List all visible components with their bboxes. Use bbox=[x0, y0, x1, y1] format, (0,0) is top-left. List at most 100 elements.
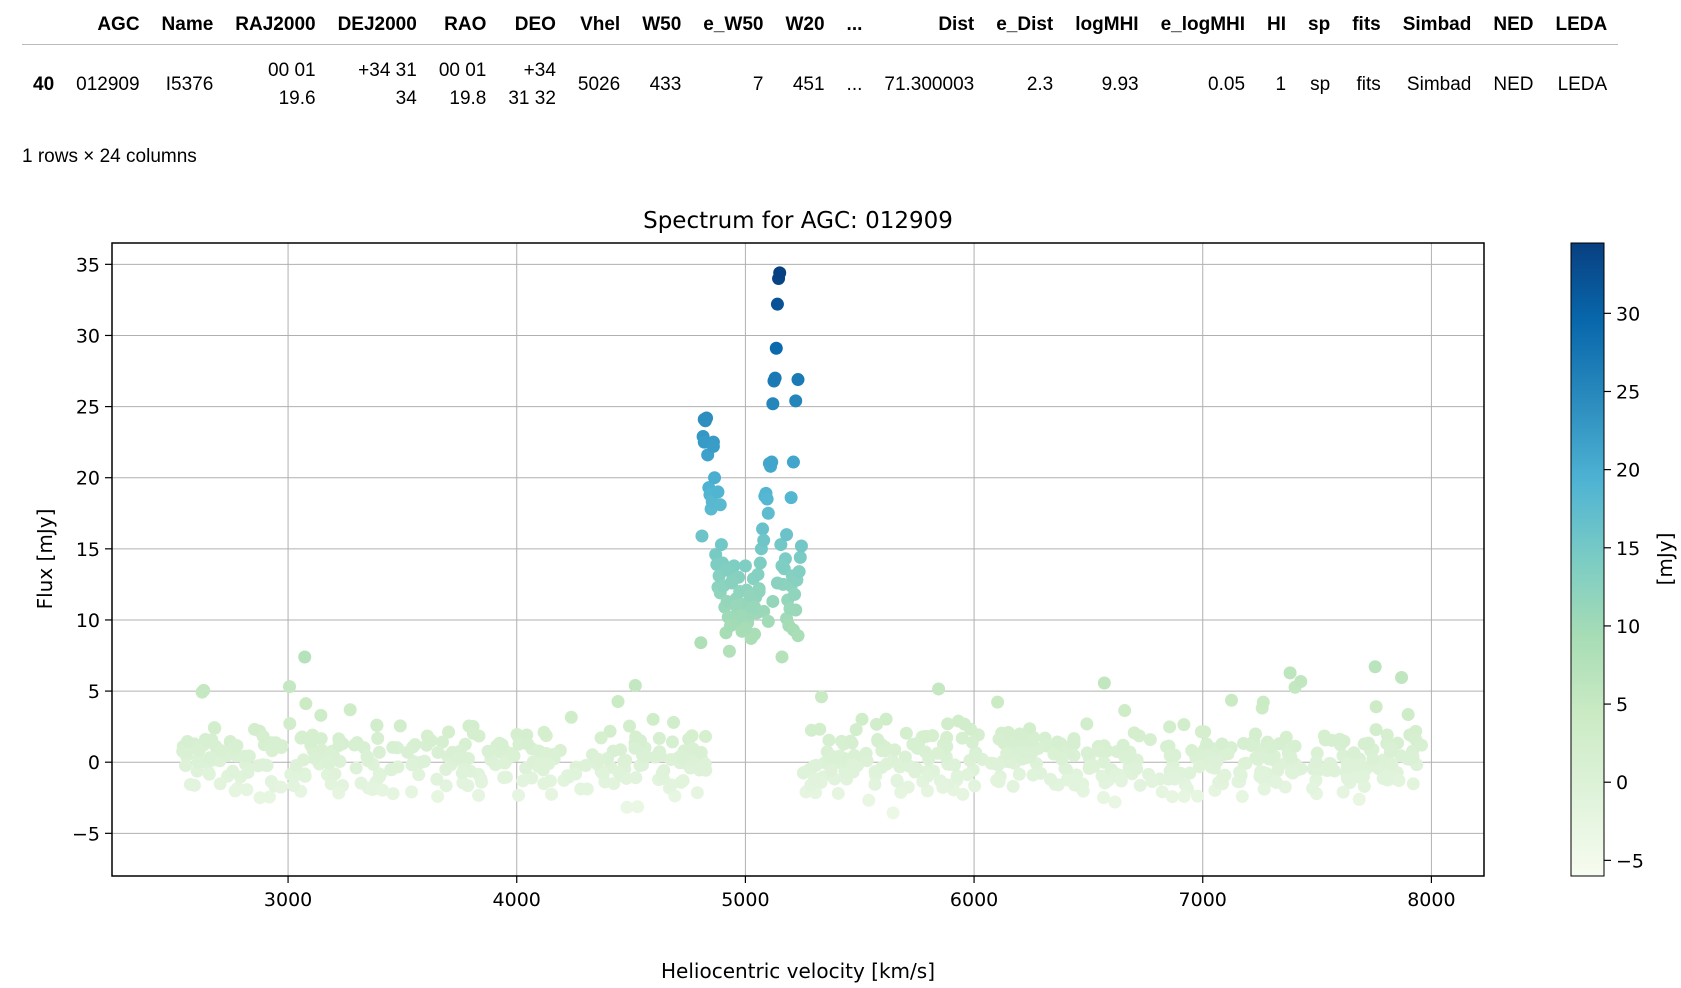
data-point bbox=[711, 485, 725, 499]
data-point bbox=[753, 556, 767, 570]
data-point bbox=[1092, 744, 1106, 758]
column-header: NED bbox=[1493, 14, 1534, 35]
dataframe-output: AGC Name RAJ2000 DEJ2000 RAO DEO Vhel W50 e_W50 W… bbox=[22, 6, 1662, 125]
data-point bbox=[775, 650, 789, 664]
data-point bbox=[940, 740, 954, 754]
y-tick-label: 15 bbox=[76, 539, 100, 561]
data-point bbox=[875, 744, 889, 758]
data-point bbox=[466, 726, 480, 740]
cell-text: LEDA bbox=[1557, 74, 1608, 95]
data-point bbox=[899, 726, 913, 740]
data-point bbox=[328, 767, 342, 781]
data-point bbox=[1265, 739, 1279, 753]
column-header: e_Dist bbox=[996, 14, 1054, 35]
data-point bbox=[393, 719, 407, 733]
data-point bbox=[685, 753, 699, 767]
data-point bbox=[761, 506, 775, 520]
data-point bbox=[442, 725, 456, 739]
data-point bbox=[757, 533, 771, 547]
table-cell: 00 01 19.8 bbox=[428, 45, 498, 126]
data-point bbox=[1163, 749, 1177, 763]
column-header: Vhel bbox=[580, 14, 621, 35]
column-header: Simbad bbox=[1402, 14, 1472, 35]
data-point bbox=[725, 575, 739, 589]
data-point bbox=[774, 538, 788, 552]
table-cell: fits bbox=[1341, 45, 1392, 126]
data-point bbox=[791, 373, 805, 387]
data-point bbox=[1283, 666, 1297, 680]
cell-text: 19.6 bbox=[278, 88, 316, 109]
data-point bbox=[898, 750, 912, 764]
x-tick-label: 5000 bbox=[721, 889, 769, 911]
column-header: LEDA bbox=[1555, 14, 1608, 35]
colorbar bbox=[1570, 242, 1605, 877]
data-point bbox=[545, 787, 559, 801]
data-point bbox=[569, 767, 583, 781]
data-point bbox=[855, 712, 869, 726]
data-point bbox=[294, 731, 308, 745]
data-point bbox=[207, 721, 221, 735]
colorbar-label: [mJy] bbox=[1653, 533, 1677, 586]
data-point bbox=[992, 732, 1006, 746]
data-point bbox=[322, 756, 336, 770]
y-tick-label: 5 bbox=[88, 681, 100, 703]
cell-text: 2.3 bbox=[1026, 74, 1054, 95]
colorbar-tick-label: 10 bbox=[1616, 616, 1640, 638]
column-header: W20 bbox=[785, 14, 825, 35]
data-point bbox=[1018, 745, 1032, 759]
data-point bbox=[332, 739, 346, 753]
cell-text: 19.8 bbox=[449, 88, 487, 109]
data-point bbox=[1406, 777, 1420, 791]
data-point bbox=[797, 765, 811, 779]
table-cell: +34 31 32 bbox=[497, 45, 567, 126]
data-point bbox=[849, 723, 863, 737]
data-point bbox=[1317, 729, 1331, 743]
table-cell: 71.300003 bbox=[873, 45, 985, 126]
data-point bbox=[439, 779, 453, 793]
data-point bbox=[668, 789, 682, 803]
data-point bbox=[676, 774, 690, 788]
data-point bbox=[251, 759, 265, 773]
data-point bbox=[314, 708, 328, 722]
y-tick-label: 35 bbox=[76, 254, 100, 276]
data-point bbox=[1369, 700, 1383, 714]
data-point bbox=[1271, 764, 1285, 778]
data-point bbox=[240, 783, 254, 797]
data-point bbox=[714, 538, 728, 552]
data-point bbox=[990, 773, 1004, 787]
data-point bbox=[1095, 769, 1109, 783]
data-point bbox=[766, 397, 780, 411]
data-point bbox=[1357, 779, 1371, 793]
data-point bbox=[1143, 733, 1157, 747]
data-point bbox=[667, 715, 681, 729]
data-point bbox=[348, 738, 362, 752]
data-point bbox=[991, 695, 1005, 709]
data-point bbox=[788, 587, 802, 601]
data-point bbox=[1191, 789, 1205, 803]
data-point bbox=[675, 751, 689, 765]
y-axis-label: Flux [mJy] bbox=[33, 509, 57, 610]
data-point bbox=[1361, 736, 1375, 750]
cell-text: 00 01 bbox=[438, 60, 487, 81]
plot-frame bbox=[111, 242, 1485, 877]
data-point bbox=[1215, 737, 1229, 751]
data-point bbox=[784, 491, 798, 505]
y-tick-label: 10 bbox=[76, 610, 100, 632]
data-point bbox=[893, 760, 907, 774]
data-point bbox=[289, 758, 303, 772]
data-point bbox=[197, 683, 211, 697]
table-cell: sp bbox=[1297, 45, 1341, 126]
data-point bbox=[213, 777, 227, 791]
data-point bbox=[1066, 736, 1080, 750]
data-point bbox=[822, 733, 836, 747]
x-tick-label: 7000 bbox=[1179, 889, 1227, 911]
data-point bbox=[253, 791, 267, 805]
table-cell: NED bbox=[1482, 45, 1544, 126]
colorbar-tick-label: 20 bbox=[1616, 460, 1640, 482]
data-point bbox=[870, 717, 884, 731]
y-tick-label: 30 bbox=[76, 325, 100, 347]
data-point bbox=[948, 758, 962, 772]
data-point bbox=[824, 764, 838, 778]
data-point bbox=[401, 745, 415, 759]
column-header: DEO bbox=[514, 14, 556, 35]
